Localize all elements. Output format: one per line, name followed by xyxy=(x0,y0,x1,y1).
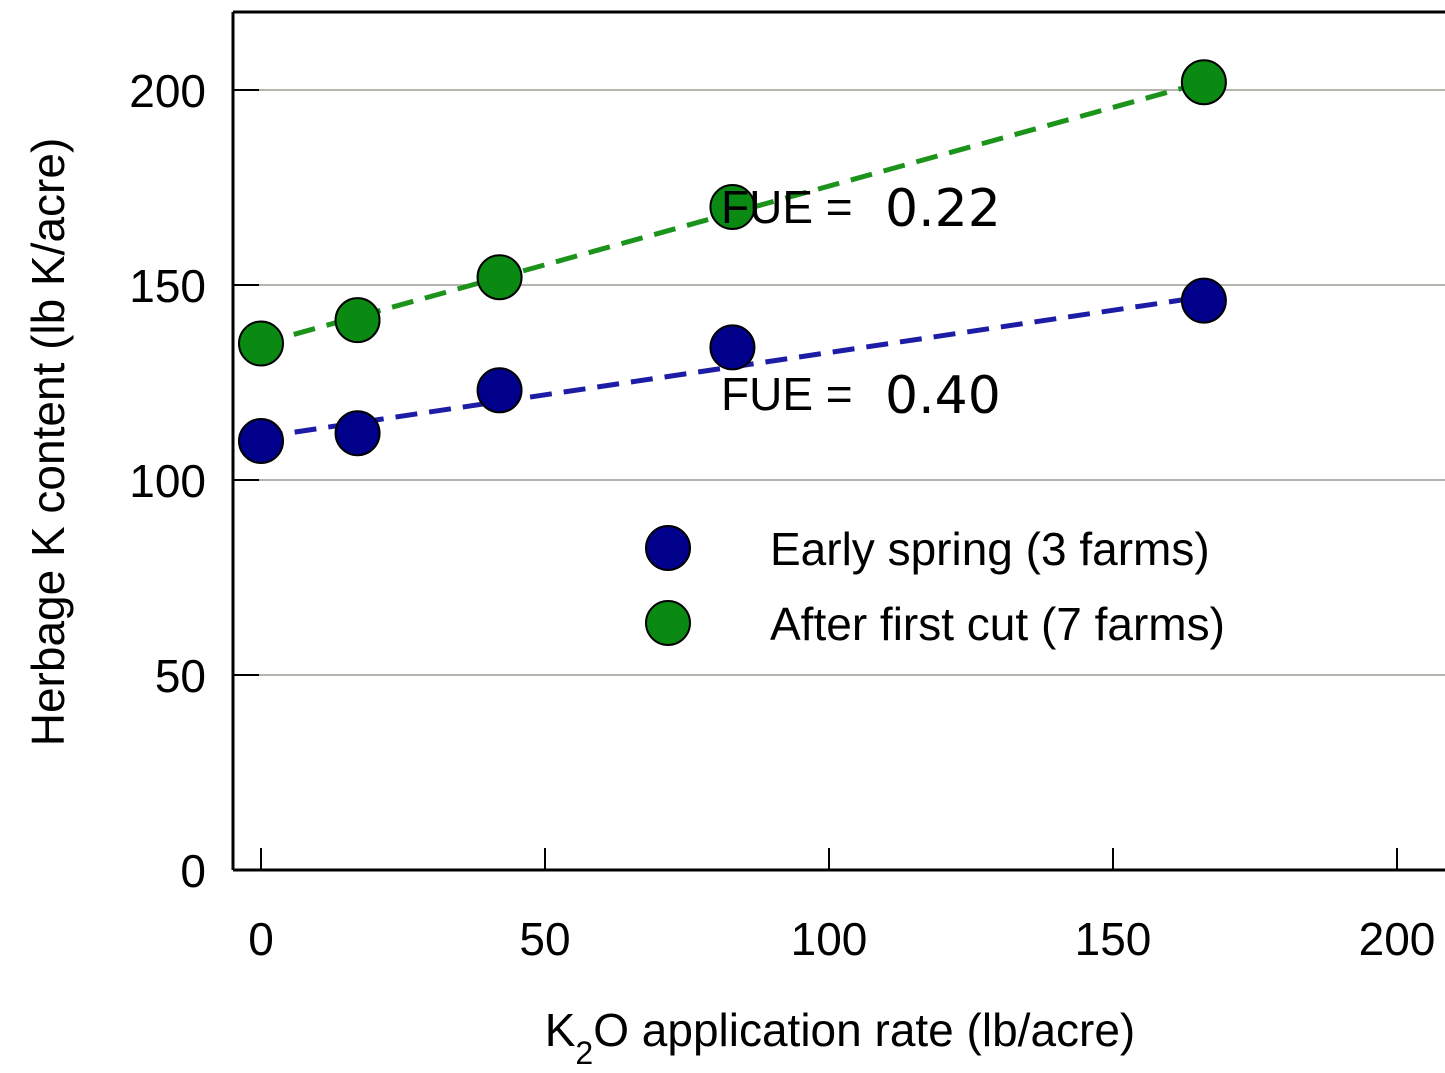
x-tick-label: 100 xyxy=(791,913,868,965)
y-tick-label: 0 xyxy=(180,845,206,897)
legend-label: Early spring (3 farms) xyxy=(770,523,1210,575)
x-tick-label: 200 xyxy=(1359,913,1436,965)
annotations: FUE = 0.40 FUE = 0.22 xyxy=(721,179,1001,426)
legend-marker-series-1 xyxy=(645,525,691,571)
data-points xyxy=(238,59,1227,464)
data-point-series-2 xyxy=(334,297,381,344)
data-point-series-1 xyxy=(476,367,523,414)
x-axis-title: K2O application rate (lb/acre) xyxy=(545,1004,1136,1071)
data-point-series-2 xyxy=(238,320,284,367)
x-tick-label: 50 xyxy=(519,913,570,965)
y-tick-label: 150 xyxy=(129,260,206,312)
axis-titles: Herbage K content (lb K/acre) K2O applica… xyxy=(22,138,1135,1071)
data-point-series-1 xyxy=(1180,277,1227,324)
fue-value: 0.40 xyxy=(885,366,1001,426)
axis-ticks: 0 50 100 150 200 0 50 100 150 200 xyxy=(129,65,1435,965)
legend-marker-series-2 xyxy=(645,600,691,646)
y-tick-label: 50 xyxy=(155,650,206,702)
y-tick-label: 200 xyxy=(129,65,206,117)
fue-label: FUE = xyxy=(721,368,853,420)
fue-value: 0.22 xyxy=(885,179,1001,239)
legend-label: After first cut (7 farms) xyxy=(770,598,1225,650)
x-tick-label: 150 xyxy=(1075,913,1152,965)
x-tick-label: 0 xyxy=(248,913,274,965)
plot-frame xyxy=(231,10,1445,872)
data-point-series-2 xyxy=(476,254,523,301)
y-axis-title: Herbage K content (lb K/acre) xyxy=(22,138,74,747)
data-point-series-1 xyxy=(709,324,756,371)
fue-label: FUE = xyxy=(721,181,853,233)
data-point-series-2 xyxy=(1180,59,1227,106)
gridlines xyxy=(233,89,1445,676)
data-point-series-2 xyxy=(709,184,756,230)
y-tick-label: 100 xyxy=(129,455,206,507)
data-point-series-1 xyxy=(334,410,381,457)
data-point-series-1 xyxy=(238,418,284,464)
legend: Early spring (3 farms) After first cut (7… xyxy=(645,523,1225,650)
